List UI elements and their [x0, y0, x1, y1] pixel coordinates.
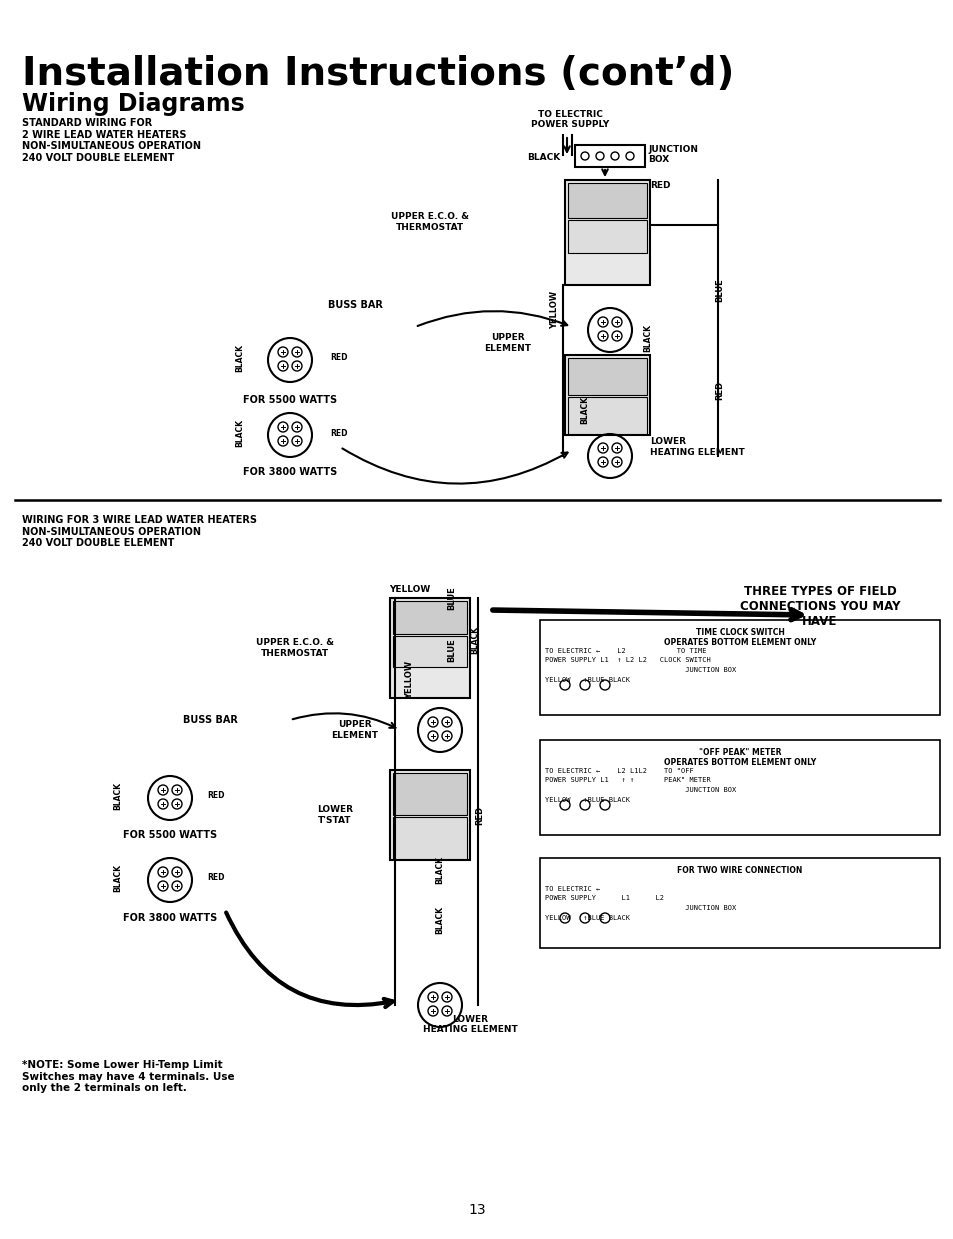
- Text: FOR 3800 WATTS: FOR 3800 WATTS: [243, 467, 336, 477]
- Text: BLACK: BLACK: [579, 396, 589, 424]
- Text: TO ELECTRIC ←: TO ELECTRIC ←: [544, 886, 599, 892]
- Text: YELLOW: YELLOW: [405, 660, 414, 699]
- Bar: [567, 221, 646, 253]
- Text: FOR 5500 WATTS: FOR 5500 WATTS: [243, 395, 336, 405]
- Text: FOR 5500 WATTS: FOR 5500 WATTS: [123, 830, 217, 840]
- Text: RED: RED: [330, 429, 347, 437]
- Text: YELLOW   ↑BLUE BLACK: YELLOW ↑BLUE BLACK: [544, 676, 629, 683]
- Text: WIRING FOR 3 WIRE LEAD WATER HEATERS
NON-SIMULTANEOUS OPERATION
240 VOLT DOUBLE : WIRING FOR 3 WIRE LEAD WATER HEATERS NON…: [22, 515, 256, 548]
- Text: UPPER
ELEMENT: UPPER ELEMENT: [331, 720, 378, 740]
- Bar: [567, 183, 646, 218]
- Text: RED: RED: [715, 380, 723, 399]
- Text: LOWER
HEATING ELEMENT: LOWER HEATING ELEMENT: [649, 437, 744, 457]
- Text: YELLOW   ↑BLUE BLACK: YELLOW ↑BLUE BLACK: [544, 797, 629, 803]
- Text: BLACK: BLACK: [113, 782, 122, 810]
- Text: BLACK: BLACK: [235, 344, 244, 372]
- Text: TO ELECTRIC ←    L2            TO TIME: TO ELECTRIC ← L2 TO TIME: [544, 648, 706, 654]
- Text: FOR 3800 WATTS: FOR 3800 WATTS: [123, 913, 217, 923]
- Text: JUNCTION BOX: JUNCTION BOX: [544, 787, 736, 793]
- Bar: [567, 358, 646, 395]
- Text: LOWER
T'STAT: LOWER T'STAT: [316, 805, 353, 825]
- Text: FOR TWO WIRE CONNECTION: FOR TWO WIRE CONNECTION: [677, 866, 801, 875]
- Text: THREE TYPES OF FIELD
CONNECTIONS YOU MAY
HAVE: THREE TYPES OF FIELD CONNECTIONS YOU MAY…: [739, 585, 900, 628]
- Text: JUNCTION BOX: JUNCTION BOX: [544, 667, 736, 673]
- Bar: [393, 817, 467, 859]
- Bar: [575, 145, 644, 167]
- Text: BLACK: BLACK: [235, 419, 244, 447]
- Bar: [539, 857, 939, 948]
- Text: JUNCTION BOX: JUNCTION BOX: [544, 904, 736, 911]
- Text: BLUE: BLUE: [447, 638, 456, 662]
- Text: BLUE: BLUE: [715, 278, 723, 302]
- Bar: [393, 773, 467, 815]
- Text: TO ELECTRIC ←    L2 L1L2    TO "OFF: TO ELECTRIC ← L2 L1L2 TO "OFF: [544, 768, 693, 774]
- Text: 13: 13: [468, 1203, 485, 1217]
- Text: YELLOW: YELLOW: [550, 291, 558, 330]
- Text: RED: RED: [649, 181, 670, 190]
- Circle shape: [596, 152, 603, 160]
- Bar: [539, 740, 939, 835]
- Text: RED: RED: [330, 353, 347, 363]
- Text: YELLOW   ↑BLUE BLACK: YELLOW ↑BLUE BLACK: [544, 914, 629, 921]
- Text: STANDARD WIRING FOR
2 WIRE LEAD WATER HEATERS
NON-SIMULTANEOUS OPERATION
240 VOL: STANDARD WIRING FOR 2 WIRE LEAD WATER HE…: [22, 118, 201, 162]
- Text: POWER SUPPLY L1  ↑ L2 L2   CLOCK SWITCH: POWER SUPPLY L1 ↑ L2 L2 CLOCK SWITCH: [544, 658, 710, 664]
- Text: POWER SUPPLY      L1      L2: POWER SUPPLY L1 L2: [544, 896, 663, 902]
- Circle shape: [610, 152, 618, 160]
- Circle shape: [580, 152, 588, 160]
- Text: POWER SUPPLY L1   ↑ ↑       PEAK" METER: POWER SUPPLY L1 ↑ ↑ PEAK" METER: [544, 778, 710, 783]
- Text: *NOTE: Some Lower Hi-Temp Limit
Switches may have 4 terminals. Use
only the 2 te: *NOTE: Some Lower Hi-Temp Limit Switches…: [22, 1061, 234, 1093]
- Text: BLACK: BLACK: [643, 325, 652, 352]
- Text: BLACK: BLACK: [435, 906, 444, 934]
- Text: RED: RED: [207, 873, 224, 882]
- Text: BLUE: BLUE: [447, 586, 456, 610]
- Text: YELLOW: YELLOW: [389, 586, 430, 595]
- Bar: [567, 396, 646, 434]
- Bar: [539, 620, 939, 715]
- Text: RED: RED: [207, 792, 224, 800]
- Text: BUSS BAR: BUSS BAR: [182, 715, 237, 725]
- Circle shape: [625, 152, 634, 160]
- Text: BLACK: BLACK: [113, 864, 122, 892]
- Bar: [390, 769, 470, 860]
- Bar: [393, 636, 467, 667]
- Bar: [390, 598, 470, 698]
- Text: Installation Instructions (cont’d): Installation Instructions (cont’d): [22, 55, 734, 93]
- Bar: [393, 601, 467, 634]
- Text: RED: RED: [475, 805, 484, 825]
- Text: BLACK: BLACK: [526, 154, 559, 162]
- Bar: [564, 356, 649, 435]
- Text: JUNCTION
BOX: JUNCTION BOX: [647, 145, 698, 165]
- Text: UPPER
ELEMENT: UPPER ELEMENT: [484, 333, 531, 353]
- Text: LOWER
HEATING ELEMENT: LOWER HEATING ELEMENT: [422, 1015, 517, 1035]
- Text: "OFF PEAK" METER
OPERATES BOTTOM ELEMENT ONLY: "OFF PEAK" METER OPERATES BOTTOM ELEMENT…: [663, 748, 815, 767]
- Text: UPPER E.C.O. &
THERMOSTAT: UPPER E.C.O. & THERMOSTAT: [255, 638, 334, 658]
- Text: TO ELECTRIC
POWER SUPPLY: TO ELECTRIC POWER SUPPLY: [530, 110, 608, 129]
- Text: TIME CLOCK SWITCH
OPERATES BOTTOM ELEMENT ONLY: TIME CLOCK SWITCH OPERATES BOTTOM ELEMEN…: [663, 628, 815, 648]
- Bar: [564, 180, 649, 285]
- Text: UPPER E.C.O. &
THERMOSTAT: UPPER E.C.O. & THERMOSTAT: [391, 212, 469, 232]
- Text: BUSS BAR: BUSS BAR: [327, 300, 382, 310]
- Text: BLACK: BLACK: [435, 856, 444, 883]
- Text: Wiring Diagrams: Wiring Diagrams: [22, 92, 245, 116]
- Text: BLACK: BLACK: [470, 626, 479, 654]
